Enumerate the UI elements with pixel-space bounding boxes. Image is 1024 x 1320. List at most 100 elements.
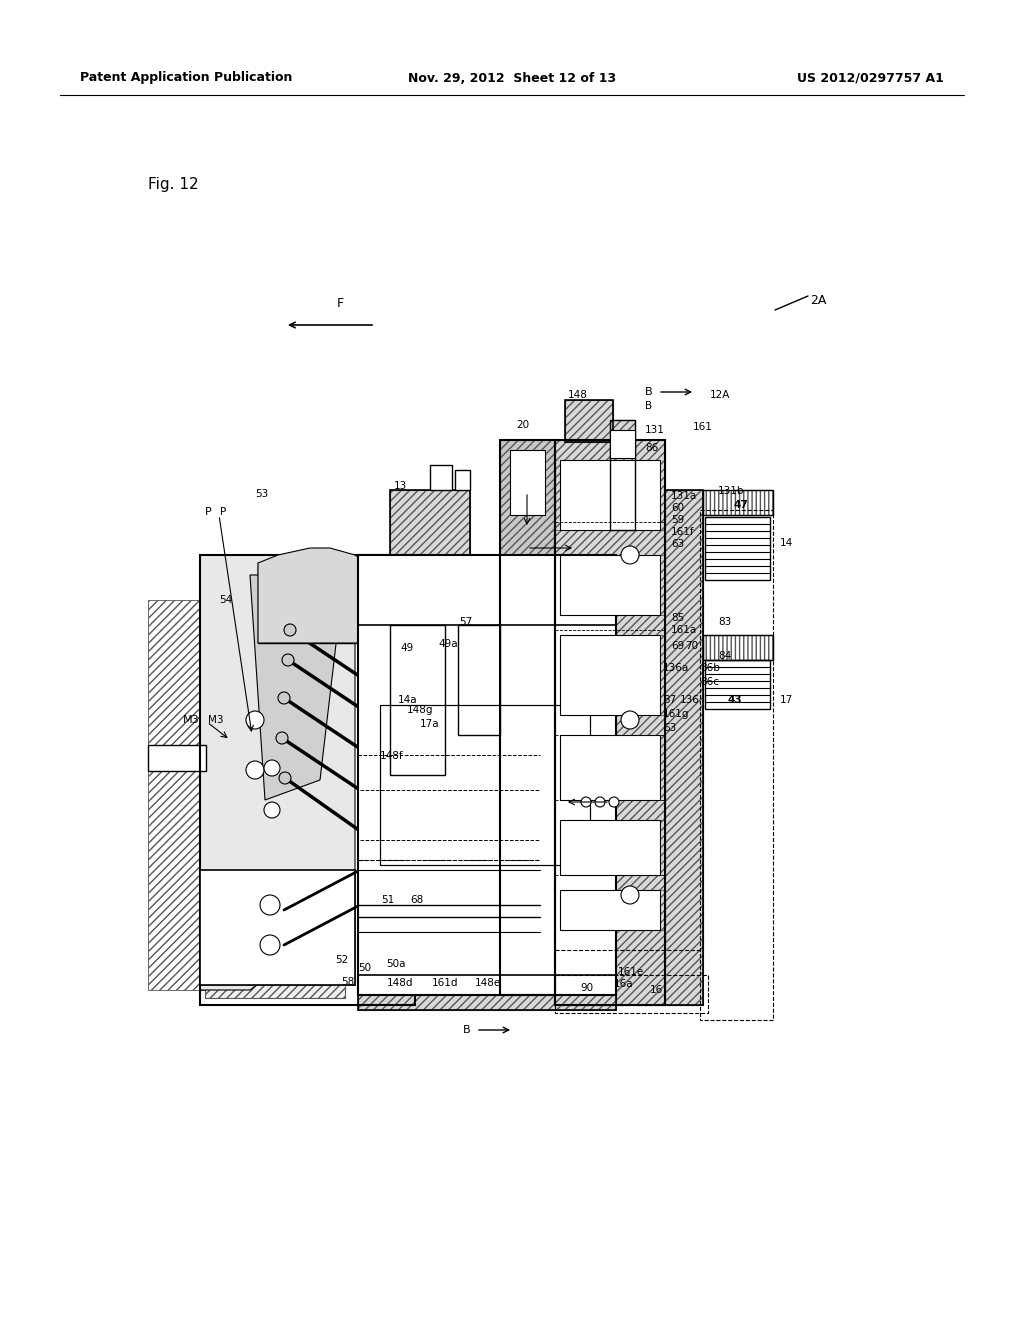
Bar [565,400,613,442]
Text: 84: 84 [718,651,731,661]
Polygon shape [258,548,370,643]
Text: 161a: 161a [671,624,697,635]
Bar [560,735,660,800]
Bar [500,440,555,995]
Text: Fig. 12: Fig. 12 [148,177,199,193]
Text: 86: 86 [645,444,658,453]
Bar [555,715,665,735]
Text: 90: 90 [580,983,593,993]
Bar [258,564,373,643]
Text: 131b: 131b [718,486,744,496]
Text: 70: 70 [685,642,698,651]
Circle shape [260,935,280,954]
Circle shape [282,653,294,667]
Circle shape [621,546,639,564]
Text: 52: 52 [336,954,348,965]
Text: 136: 136 [680,696,699,705]
Bar [565,400,613,442]
Text: 86b: 86b [700,663,720,673]
Bar [200,870,355,985]
Bar [705,517,770,579]
Text: 69: 69 [671,642,684,651]
Text: 17a: 17a [420,719,439,729]
Text: 148f: 148f [380,751,403,762]
Text: 131a: 131a [671,491,697,502]
Bar [358,865,616,935]
Text: P: P [220,507,226,517]
Circle shape [609,797,618,807]
Text: 57: 57 [460,616,473,627]
Bar [455,470,470,490]
Bar [555,931,665,1005]
Bar [560,554,660,615]
Circle shape [260,895,280,915]
Text: 51: 51 [381,895,394,906]
Text: 50: 50 [358,964,372,973]
Text: 59: 59 [671,515,684,525]
Text: 43: 43 [728,696,742,705]
Bar [358,975,616,1010]
Text: 17: 17 [780,696,794,705]
Bar [200,554,415,1005]
Polygon shape [200,554,355,990]
Text: 37: 37 [663,696,676,705]
Bar [258,564,373,643]
Text: F: F [337,297,344,310]
Text: 16: 16 [650,985,664,995]
Text: 14: 14 [780,539,794,548]
Bar [390,490,470,554]
Text: 60: 60 [671,503,684,513]
Text: 85: 85 [671,612,684,623]
Text: 14a: 14a [398,696,418,705]
Bar [700,510,773,1020]
Text: M3: M3 [183,715,200,725]
Bar [560,459,660,531]
Circle shape [581,797,591,807]
Bar [560,820,660,875]
Bar [555,975,708,1012]
Text: 148e: 148e [475,978,502,987]
Bar [610,420,635,531]
Bar [560,635,660,715]
Text: US 2012/0297757 A1: US 2012/0297757 A1 [797,71,944,84]
Text: 63: 63 [671,539,684,549]
Bar [555,440,665,1005]
Text: 161e: 161e [618,968,644,977]
Bar [500,440,555,995]
Circle shape [621,886,639,904]
Bar [665,490,703,1005]
Text: 13: 13 [393,480,407,491]
Bar [610,430,635,458]
Bar [148,744,206,771]
Text: B: B [645,401,652,411]
Bar [390,624,445,775]
Bar [703,490,773,515]
Bar [610,420,635,531]
Bar [358,935,616,995]
Text: 50a: 50a [386,960,406,969]
Bar [358,554,616,995]
Text: M3: M3 [208,715,223,725]
Bar [703,490,773,515]
Text: 148d: 148d [387,978,414,987]
Text: Patent Application Publication: Patent Application Publication [80,71,293,84]
Bar [665,490,703,1005]
Circle shape [595,797,605,807]
Bar [200,579,260,970]
Circle shape [246,762,264,779]
Text: 86c: 86c [700,677,719,686]
Bar [555,615,665,635]
Text: 20: 20 [516,420,529,430]
Text: 161d: 161d [432,978,459,987]
Bar [358,554,616,624]
Bar [555,531,665,554]
Bar [458,624,500,735]
Text: 68: 68 [410,895,423,906]
Text: 53: 53 [255,488,268,499]
Bar [703,635,773,660]
Text: 49a: 49a [438,639,458,649]
Text: 49: 49 [400,643,414,653]
Text: 47: 47 [733,500,748,510]
Text: 83: 83 [718,616,731,627]
Bar [703,635,773,660]
